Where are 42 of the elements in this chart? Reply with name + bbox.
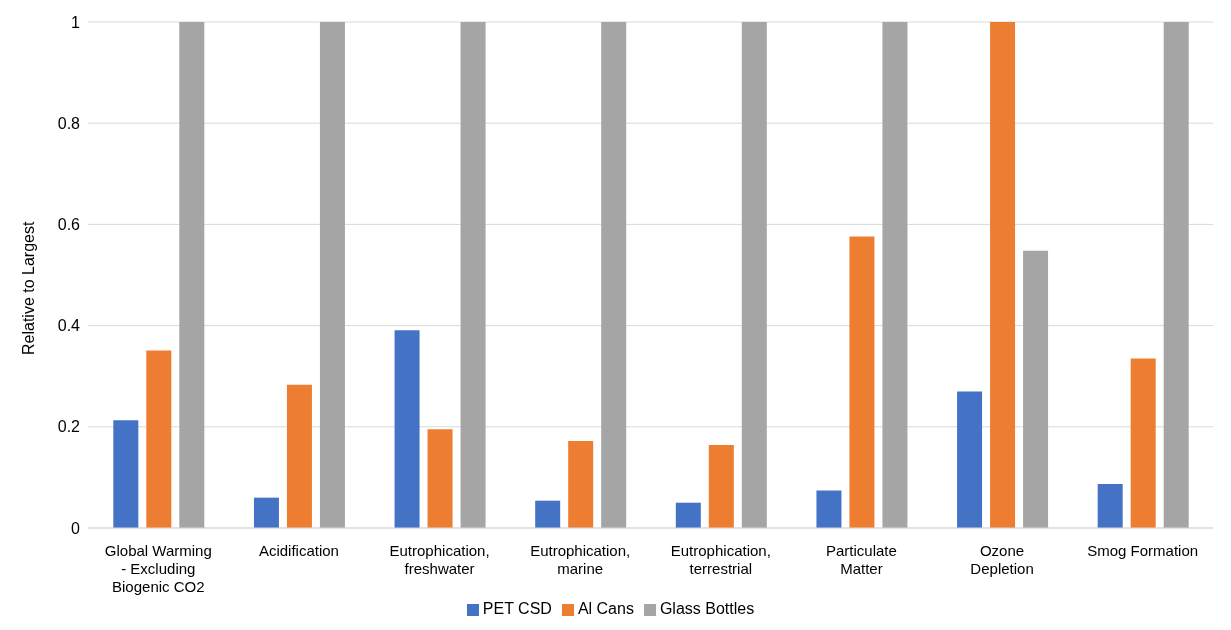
- bar: [990, 22, 1016, 528]
- bar: [394, 330, 420, 528]
- y-axis-title: Relative to Largest: [19, 221, 37, 355]
- bar: [535, 500, 561, 528]
- bar: [708, 445, 734, 528]
- x-tick-label: Eutrophication, freshwater: [389, 541, 490, 577]
- x-tick-label: Eutrophication, terrestrial: [670, 541, 771, 577]
- bar: [957, 391, 983, 528]
- x-tick-label: Acidification: [258, 541, 339, 559]
- x-tick-label: Eutrophication, marine: [530, 541, 631, 577]
- bar: [882, 22, 908, 528]
- bar: [675, 502, 701, 528]
- bar: [286, 384, 312, 528]
- y-tick-label: 0.4: [57, 317, 81, 335]
- y-tick-label: 0: [71, 519, 81, 537]
- bar: [849, 236, 875, 528]
- bar: [1023, 250, 1049, 528]
- bar: [601, 22, 627, 528]
- x-tick-label: Smog Formation: [1087, 541, 1199, 559]
- bar: [1163, 22, 1189, 528]
- y-tick-label: 0.6: [57, 216, 81, 234]
- x-tick-label: Particulate Matter: [826, 541, 897, 577]
- bar: [146, 350, 172, 528]
- bar: [427, 429, 453, 528]
- y-tick-label: 0.2: [57, 418, 81, 436]
- legend-label: Glass Bottles: [659, 600, 755, 617]
- legend-label: Al Cans: [577, 600, 634, 617]
- bar: [1130, 358, 1156, 528]
- bar: [568, 440, 594, 528]
- bar: [741, 22, 767, 528]
- bar: [113, 420, 139, 528]
- bar: [1097, 483, 1123, 528]
- bar: [319, 22, 345, 528]
- x-tick-label: Ozone Depletion: [970, 541, 1034, 577]
- y-tick-label: 0.8: [57, 114, 81, 132]
- y-tick-label: 1: [71, 13, 81, 31]
- bar: [460, 22, 486, 528]
- x-tick-label: Global Warming - Excluding Biogenic CO2: [104, 541, 212, 595]
- bar: [816, 490, 842, 528]
- bar: [253, 497, 279, 528]
- legend-label: PET CSD: [482, 600, 552, 617]
- bar: [179, 22, 205, 528]
